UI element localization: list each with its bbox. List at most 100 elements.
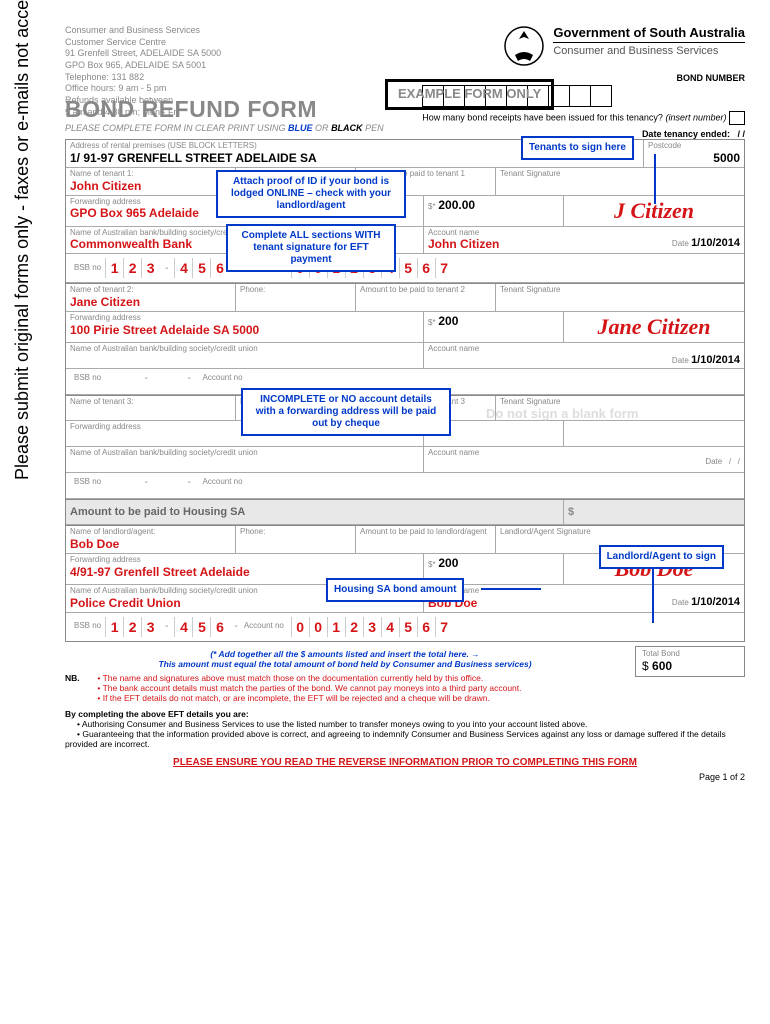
t3-acct-label: Account name — [428, 449, 740, 458]
ll-acct-d: 0 — [291, 617, 309, 637]
ll-bsb-d: 2 — [123, 617, 141, 637]
t3-bank-label: Name of Australian bank/building society… — [70, 449, 419, 458]
completing-item: Guaranteeing that the information provid… — [65, 729, 745, 749]
t2-acctno-label: Account no — [203, 374, 243, 383]
callout-complete-all: Complete ALL sections WITH tenant signat… — [226, 224, 396, 272]
t2-amount: 200 — [438, 314, 458, 328]
callout-incomplete: INCOMPLETE or NO account details with a … — [241, 388, 451, 436]
t2-signature: Jane Citizen — [568, 314, 740, 340]
housing-label: Amount to be paid to Housing SA — [70, 506, 245, 518]
nb-item: If the EFT details do not match, or are … — [97, 693, 717, 703]
t1-bsb-d: 4 — [174, 258, 192, 278]
form-table: Tenants to sign here Attach proof of ID … — [65, 139, 745, 642]
t2-name-label: Name of tenant 2: — [70, 286, 231, 295]
tel: Telephone: 131 882 — [65, 72, 221, 84]
example-stamp: EXAMPLE FORM ONLY — [385, 79, 554, 110]
addr2: GPO Box 965, ADELAIDE SA 5001 — [65, 60, 221, 72]
t1-bsb-d: 5 — [192, 258, 210, 278]
ll-bsb-label: BSB no — [74, 622, 101, 631]
ll-bsb-d: 1 — [105, 617, 123, 637]
t3-acctno-label: Account no — [203, 478, 243, 487]
ll-acctno-label: Account no — [244, 622, 284, 631]
t1-acct-label: Account name — [428, 229, 740, 238]
ll-acct-d: 7 — [435, 617, 453, 637]
addr1: 91 Grenfell Street, ADELAIDE SA 5000 — [65, 48, 221, 60]
ll-name-label: Name of landlord/agent: — [70, 528, 231, 537]
completing-heading: By completing the above EFT details you … — [65, 709, 249, 719]
vertical-notice: Please submit original forms only - faxe… — [12, 0, 33, 480]
ll-sig-label: Landlord/Agent Signature — [500, 528, 672, 537]
t2-fwd: 100 Pirie Street Adelaide SA 5000 — [70, 323, 419, 337]
t1-amount: 200.00 — [438, 198, 475, 212]
receipts-question: How many bond receipts have been issued … — [422, 111, 745, 125]
ll-acct-d: 2 — [345, 617, 363, 637]
completing-item: Authorising Consumer and Business Servic… — [65, 719, 745, 729]
t1-acct-d: 7 — [435, 258, 453, 278]
ll-acct-d: 6 — [417, 617, 435, 637]
page-number: Page 1 of 2 — [65, 772, 745, 782]
t2-name: Jane Citizen — [70, 295, 231, 309]
nb-label: NB. — [65, 673, 95, 683]
ll-fwd: 4/91-97 Grenfell Street Adelaide — [70, 565, 419, 579]
postcode-label: Postcode — [648, 142, 740, 151]
t3-name-label: Name of tenant 3: — [70, 398, 231, 407]
ll-acct-d: 1 — [327, 617, 345, 637]
ll-acct-d: 0 — [309, 617, 327, 637]
nb-item: The name and signatures above must match… — [97, 673, 717, 683]
t2-date: 1/10/2014 — [691, 354, 740, 366]
t2-amount-label: Amount to be paid to tenant 2 — [360, 286, 491, 295]
postcode-value: 5000 — [648, 151, 740, 165]
ll-bsb-d: 5 — [192, 617, 210, 637]
t1-bsb-d: 3 — [141, 258, 159, 278]
t3-bsb-label: BSB no — [74, 478, 101, 487]
callout-housing: Housing SA bond amount — [326, 578, 464, 602]
t1-acct-name: John Citizen — [428, 237, 499, 251]
t1-acct-d: 6 — [417, 258, 435, 278]
t1-name: John Citizen — [70, 179, 231, 193]
ll-amount: 200 — [438, 556, 458, 570]
t2-bsb-label: BSB no — [74, 374, 101, 383]
t1-bsb-label: BSB no — [74, 264, 101, 273]
t1-acct-d: 5 — [399, 258, 417, 278]
ll-name: Bob Doe — [70, 537, 231, 551]
watermark: Do not sign a blank form — [486, 406, 638, 421]
t3-sig-label: Tenant Signature — [500, 398, 672, 407]
t2-acct-label: Account name — [428, 345, 740, 354]
ll-acct-label: Account name — [428, 587, 740, 596]
callout-tenants-sign: Tenants to sign here — [521, 136, 634, 160]
ll-bsb-d: 6 — [210, 617, 228, 637]
t1-bsb-d: 1 — [105, 258, 123, 278]
gov-sub: Consumer and Business Services — [553, 45, 745, 57]
t2-sig-label: Tenant Signature — [500, 286, 672, 295]
ll-acct-d: 5 — [399, 617, 417, 637]
org: Consumer and Business Services — [65, 25, 221, 37]
nb-item: The bank account details must match the … — [97, 683, 717, 693]
t1-name-label: Name of tenant 1: — [70, 170, 231, 179]
receipts-box[interactable] — [729, 111, 745, 125]
nb-section: NB. The name and signatures above must m… — [65, 673, 745, 703]
completing-section: By completing the above EFT details you … — [65, 709, 745, 749]
ll-bsb-d: 3 — [141, 617, 159, 637]
ll-acct-d: 4 — [381, 617, 399, 637]
t1-sig-label: Tenant Signature — [500, 170, 672, 179]
total-label: Total Bond — [642, 650, 738, 659]
gov-title: Government of South Australia — [553, 25, 745, 43]
ll-bsb-d: 4 — [174, 617, 192, 637]
centre: Customer Service Centre — [65, 37, 221, 49]
t2-phone-label: Phone: — [240, 286, 351, 295]
ensure-notice: PLEASE ENSURE YOU READ THE REVERSE INFOR… — [65, 757, 745, 768]
hours: Office hours: 9 am - 5 pm — [65, 83, 221, 95]
callout-landlord-sign: Landlord/Agent to sign — [599, 545, 724, 569]
t1-date: 1/10/2014 — [691, 237, 740, 249]
t2-bank-label: Name of Australian bank/building society… — [70, 345, 419, 354]
sa-logo-icon — [503, 25, 545, 67]
ll-date: 1/10/2014 — [691, 596, 740, 608]
total-value: 600 — [652, 659, 672, 673]
callout-attach-id: Attach proof of ID if your bond is lodge… — [216, 170, 406, 218]
ll-phone-label: Phone: — [240, 528, 351, 537]
ll-acct-d: 3 — [363, 617, 381, 637]
ll-amount-label: Amount to be paid to landlord/agent — [360, 528, 491, 537]
t2-fwd-label: Forwarding address — [70, 314, 419, 323]
ll-fwd-label: Forwarding address — [70, 556, 419, 565]
t1-bsb-d: 2 — [123, 258, 141, 278]
